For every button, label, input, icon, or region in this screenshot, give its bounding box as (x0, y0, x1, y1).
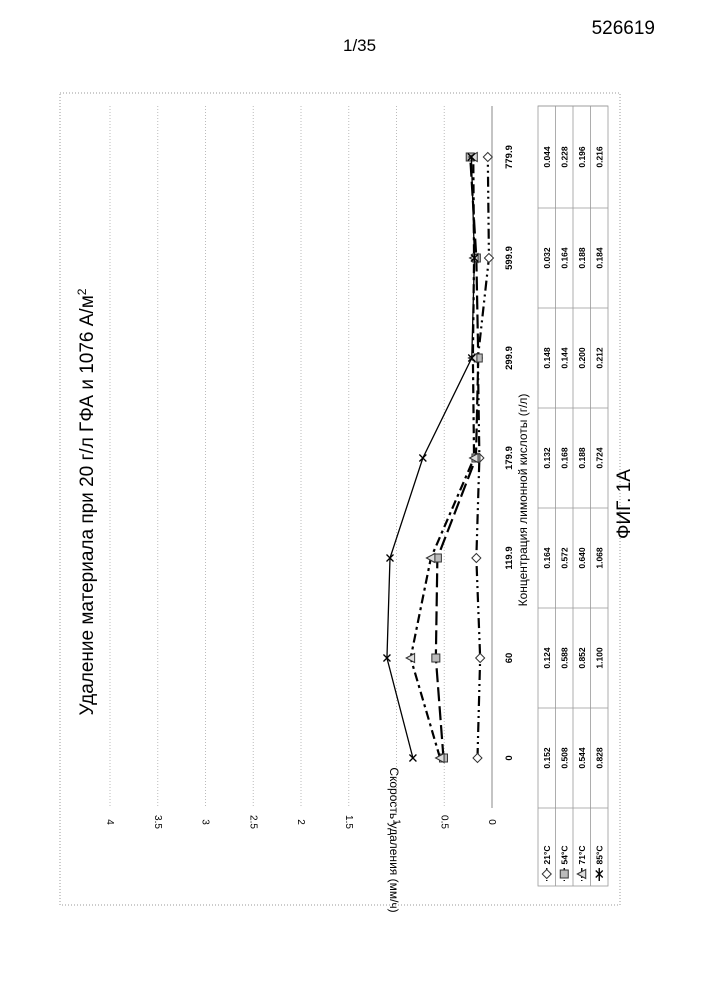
x-tick-label: 0 (504, 755, 515, 760)
data-label: 0.828 (594, 747, 604, 769)
data-point (542, 870, 551, 879)
data-label: 0.212 (594, 347, 604, 369)
data-label: 0.508 (559, 747, 569, 769)
data-label: 0.124 (542, 647, 552, 669)
data-label: 0.044 (542, 146, 552, 168)
legend-label: 85°C (594, 846, 604, 865)
series-layer (383, 153, 602, 882)
series-line (387, 157, 474, 758)
figure-caption: ФИГ. 1A (614, 469, 636, 539)
data-label: 0.216 (594, 146, 604, 168)
data-label: 0.640 (577, 547, 587, 569)
data-label: 0.188 (577, 247, 587, 269)
y-tick-label: 4 (104, 819, 115, 825)
data-label: 0.152 (542, 747, 552, 769)
data-label: 0.588 (559, 647, 569, 669)
data-label: 0.164 (542, 547, 552, 569)
y-tick-label: 1 (391, 819, 402, 825)
data-point (476, 654, 485, 663)
data-label: 0.164 (559, 247, 569, 269)
data-point (483, 153, 492, 162)
data-label: 0.724 (594, 447, 604, 469)
data-label: 0.148 (542, 347, 552, 369)
data-label: 1.100 (594, 647, 604, 669)
data-point (473, 754, 482, 763)
data-label: 0.544 (577, 747, 587, 769)
chart-title: Удаление материала при 20 г/л ГФА и 1076… (75, 288, 98, 715)
data-label: 0.032 (542, 247, 552, 269)
data-label: 1.068 (594, 547, 604, 569)
data-label: 0.228 (559, 146, 569, 168)
y-tick-label: 2 (295, 819, 306, 825)
data-label: 0.188 (577, 447, 587, 469)
labels-layer: Удаление материала при 20 г/л ГФА и 1076… (75, 145, 604, 913)
data-label: 0.852 (577, 647, 587, 669)
y-tick-label: 0 (486, 819, 497, 825)
data-point (419, 455, 426, 462)
data-label: 0.196 (577, 146, 587, 168)
x-tick-label: 599.9 (504, 246, 515, 270)
data-point (432, 654, 440, 662)
x-tick-label: 779.9 (504, 145, 515, 169)
y-tick-label: 2.5 (247, 815, 258, 829)
x-tick-label: 179.9 (504, 446, 515, 470)
chart-frame (60, 93, 620, 905)
legend-label: 54°C (559, 846, 569, 865)
x-axis-title: Концентрация лимонной кислоты (г/л) (516, 394, 530, 607)
data-label: 0.200 (577, 347, 587, 369)
chart-title-superscript: 2 (75, 288, 89, 295)
data-label: 0.184 (594, 247, 604, 269)
data-point (472, 554, 481, 563)
series-line (411, 157, 474, 758)
y-tick-label: 0.5 (438, 815, 449, 829)
x-tick-label: 299.9 (504, 346, 515, 370)
data-label: 0.144 (559, 347, 569, 369)
grid (110, 106, 492, 808)
data-label: 0.132 (542, 447, 552, 469)
data-label: 0.168 (559, 447, 569, 469)
x-tick-label: 119.9 (504, 546, 515, 569)
y-tick-label: 3 (200, 819, 211, 825)
y-tick-label: 1.5 (343, 815, 354, 829)
y-tick-label: 3.5 (152, 815, 163, 829)
x-tick-label: 60 (504, 653, 515, 664)
data-label: 0.572 (559, 547, 569, 569)
chart-title-text: Удаление материала при 20 г/л ГФА и 1076… (77, 295, 98, 715)
legend-label: 21°C (542, 846, 552, 865)
y-axis-title: Скорость удаления (мм/ч) (387, 767, 401, 912)
legend-label: 71°C (577, 846, 587, 865)
data-point (560, 870, 568, 878)
